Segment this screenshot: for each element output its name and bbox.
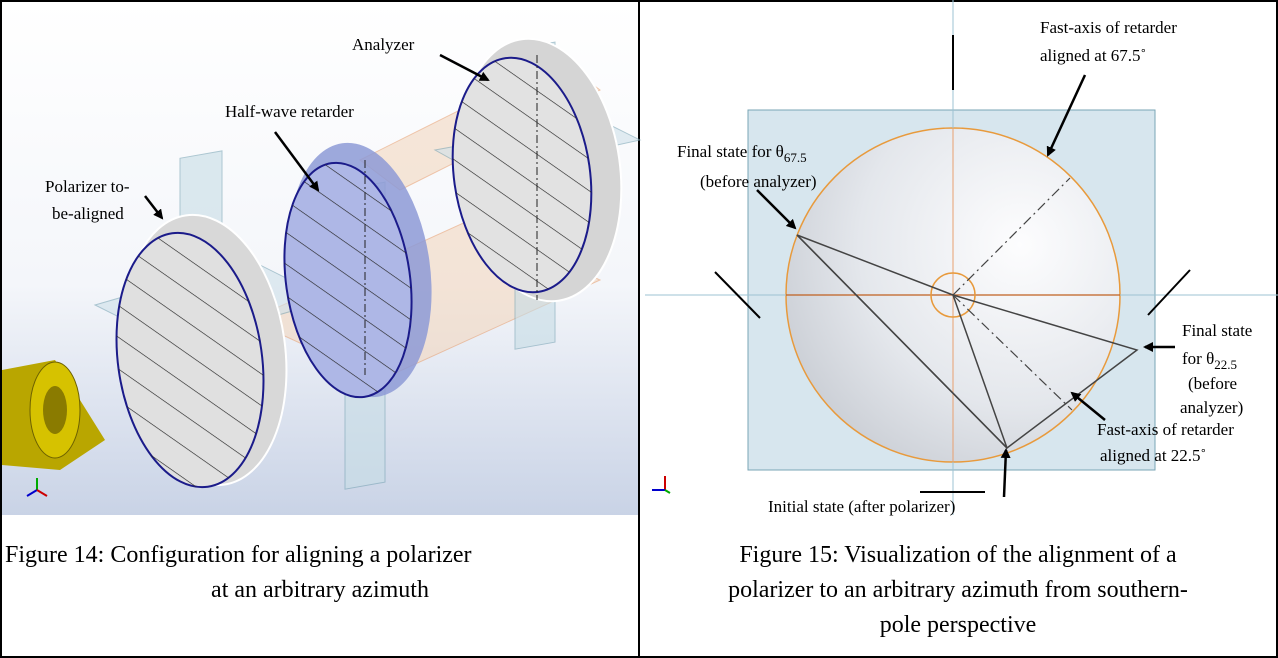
label: aligned at 22.5˚ xyxy=(1100,446,1206,465)
label: Half-wave retarder xyxy=(225,102,354,121)
label: Analyzer xyxy=(352,35,415,54)
label: Fast-axis of retarder xyxy=(1097,420,1234,439)
label-text: for θ xyxy=(1182,349,1214,368)
subscript: 22.5 xyxy=(1214,357,1237,372)
caption: Figure 15: Visualization of the alignmen… xyxy=(739,542,1177,568)
label-text: Final state for θ xyxy=(677,142,784,161)
subscript: 67.5 xyxy=(784,150,807,165)
label: Polarizer to- xyxy=(45,177,130,196)
label: (before xyxy=(1188,374,1237,393)
caption: polarizer to an arbitrary azimuth from s… xyxy=(728,577,1188,603)
label: Initial state (after polarizer) xyxy=(768,497,955,516)
label: analyzer) xyxy=(1180,398,1243,417)
label: be-aligned xyxy=(52,204,124,223)
label: for θ22.5 xyxy=(1182,349,1237,372)
label: (before analyzer) xyxy=(700,172,817,191)
label: Final state xyxy=(1182,321,1252,340)
caption: Figure 14: Configuration for aligning a … xyxy=(5,542,472,568)
label: aligned at 67.5˚ xyxy=(1040,46,1146,65)
caption: at an arbitrary azimuth xyxy=(211,577,429,603)
page: Analyzer Half-wave retarder Polarizer to… xyxy=(0,0,1278,658)
figure14-illustration xyxy=(2,2,640,515)
caption: pole perspective xyxy=(880,612,1037,638)
label: Fast-axis of retarder xyxy=(1040,18,1177,37)
